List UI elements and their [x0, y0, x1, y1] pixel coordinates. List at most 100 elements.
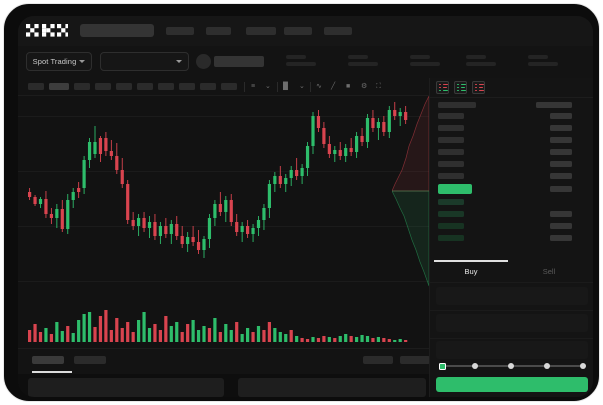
form-divider: [430, 338, 593, 339]
candlestick-chart[interactable]: [18, 96, 429, 304]
chart-toolbar: ≡ ⌄ █ ⌄ ∿ ╱ ■ ⚙ ⛶: [18, 78, 429, 96]
table-row[interactable]: [438, 173, 464, 179]
timeframe-button-1[interactable]: [28, 83, 44, 90]
table-row[interactable]: [550, 173, 572, 179]
slider-node-25[interactable]: [472, 363, 478, 369]
bar-style-icon[interactable]: █: [283, 83, 288, 90]
table-row[interactable]: [438, 235, 464, 241]
stat-4-label: [466, 55, 486, 59]
tab-buy[interactable]: Buy: [464, 267, 478, 276]
order-entry-form: [430, 282, 593, 397]
market-type-label: Spot Trading: [32, 57, 77, 66]
form-divider: [430, 282, 593, 283]
table-row[interactable]: [438, 137, 464, 143]
price-field[interactable]: [436, 287, 588, 305]
table-row[interactable]: [438, 149, 464, 155]
market-type-selector[interactable]: Spot Trading: [26, 52, 92, 71]
bottom-panel-right[interactable]: [238, 378, 426, 397]
nav-item-1[interactable]: [166, 27, 194, 35]
timeframe-button-8[interactable]: [179, 83, 195, 90]
volume-histogram: [18, 304, 429, 348]
bottom-tab-open-orders[interactable]: [32, 356, 64, 364]
bottom-action-2[interactable]: [400, 356, 430, 364]
table-row[interactable]: [550, 125, 572, 131]
line-tool-icon[interactable]: ∿: [316, 83, 322, 90]
orderbook-rows[interactable]: [430, 98, 593, 258]
bottom-panel-left[interactable]: [28, 378, 224, 397]
trading-pair-selector[interactable]: [100, 52, 189, 71]
timeframe-button-9[interactable]: [200, 83, 216, 90]
coin-avatar: [196, 54, 211, 69]
stat-2-value: [348, 62, 378, 66]
top-header: [18, 16, 593, 46]
timeframe-button-5[interactable]: [116, 83, 132, 90]
gridline: [18, 116, 429, 117]
orderbook-view-asks-icon[interactable]: [472, 81, 485, 94]
timeframe-button-10[interactable]: [221, 83, 237, 90]
buy-submit-button[interactable]: [436, 377, 588, 392]
gridline: [18, 281, 429, 282]
pencil-icon[interactable]: ╱: [331, 83, 336, 90]
table-row[interactable]: [550, 235, 572, 241]
slider-node-0[interactable]: [439, 362, 446, 370]
nav-item-4[interactable]: [284, 27, 312, 35]
candlestick-series: [28, 102, 408, 258]
depth-chart-overlay: [392, 96, 429, 291]
settings-icon[interactable]: ⚙: [361, 83, 368, 90]
indicators-icon[interactable]: ≡: [251, 83, 256, 90]
timeframe-button-3[interactable]: [74, 83, 90, 90]
stat-3-value: [410, 62, 440, 66]
stat-1-label: [286, 55, 306, 59]
table-row[interactable]: [438, 161, 464, 167]
percent-slider[interactable]: [439, 362, 587, 370]
fullscreen-icon[interactable]: ⛶: [376, 83, 381, 90]
table-row[interactable]: [438, 113, 464, 119]
slider-node-50[interactable]: [508, 363, 514, 369]
table-row[interactable]: [438, 199, 464, 205]
timeframe-button-4[interactable]: [95, 83, 111, 90]
stat-5-value: [528, 62, 558, 66]
timeframe-button-2[interactable]: [49, 83, 69, 90]
magnet-icon[interactable]: ■: [346, 83, 351, 90]
okx-logo[interactable]: [26, 24, 68, 37]
table-row[interactable]: [550, 223, 572, 229]
search-input[interactable]: [80, 24, 154, 37]
timeframe-button-7[interactable]: [158, 83, 174, 90]
bottom-tab-order-history[interactable]: [74, 356, 106, 364]
table-row[interactable]: [550, 149, 572, 155]
table-row[interactable]: [550, 186, 572, 192]
table-row[interactable]: [550, 113, 572, 119]
slider-node-100[interactable]: [580, 363, 586, 369]
nav-item-2[interactable]: [206, 27, 231, 35]
slider-node-75[interactable]: [544, 363, 550, 369]
orderbook-divider: [430, 97, 593, 98]
tab-sell[interactable]: Sell: [542, 267, 556, 276]
market-subheader: Spot Trading: [18, 46, 593, 78]
orderbook-view-both-icon[interactable]: [436, 81, 449, 94]
table-row[interactable]: [550, 161, 572, 167]
tablet-bezel: Spot Trading: [3, 3, 600, 402]
gridline: [18, 226, 429, 227]
table-row[interactable]: [438, 211, 464, 217]
pair-price-placeholder: [214, 56, 264, 67]
nav-item-3[interactable]: [246, 27, 276, 35]
chart-type-caret-icon[interactable]: ⌄: [265, 83, 271, 90]
table-row[interactable]: [438, 102, 476, 108]
nav-item-5[interactable]: [324, 27, 352, 35]
style-caret-icon[interactable]: ⌄: [299, 83, 305, 90]
active-tab-underline: [32, 371, 72, 373]
orderbook-view-bids-icon[interactable]: [454, 81, 467, 94]
table-row[interactable]: [536, 102, 572, 108]
timeframe-button-6[interactable]: [137, 83, 153, 90]
stat-2-label: [348, 55, 368, 59]
amount-field[interactable]: [436, 314, 588, 332]
table-row[interactable]: [438, 125, 464, 131]
table-row[interactable]: [550, 137, 572, 143]
orderbook-last-price[interactable]: [438, 184, 472, 194]
table-row[interactable]: [438, 223, 464, 229]
table-row[interactable]: [550, 211, 572, 217]
total-field[interactable]: [436, 341, 588, 359]
bottom-action-1[interactable]: [363, 356, 393, 364]
toolbar-divider-2: [277, 82, 278, 92]
bottom-panel-row: [18, 374, 429, 397]
